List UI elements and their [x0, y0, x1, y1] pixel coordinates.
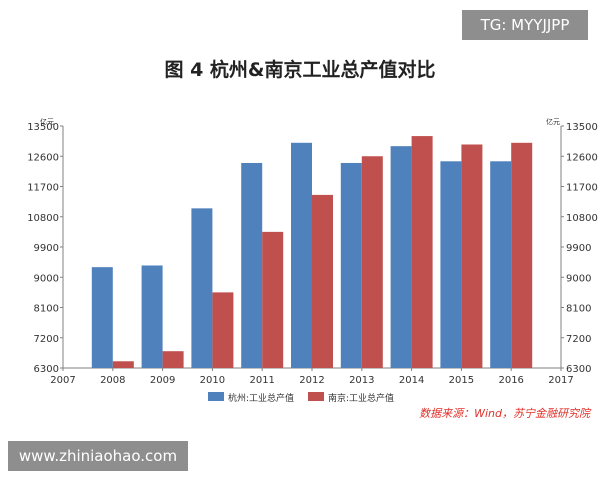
y-tick-label-left: 10800 — [27, 213, 59, 224]
chart-title: 图 4 杭州&南京工业总产值对比 — [164, 58, 435, 81]
y-tick-label-right: 6300 — [566, 364, 591, 375]
x-tick-label: 2011 — [249, 375, 274, 386]
y-tick-label-left: 9000 — [34, 273, 59, 284]
bar-nanjing — [262, 231, 284, 368]
y-tick-label-right: 7200 — [566, 334, 591, 345]
y-tick-label-left: 12600 — [27, 152, 59, 163]
bar-nanjing — [212, 292, 234, 368]
bar-hangzhou — [241, 162, 263, 368]
y-tick-label-right: 9000 — [566, 273, 591, 284]
y-tick-label-left: 7200 — [34, 334, 59, 345]
watermark-site: www.zhiniaohao.com — [8, 441, 188, 471]
bar-nanjing — [511, 142, 533, 368]
bar-hangzhou — [340, 162, 362, 368]
bar-hangzhou — [91, 267, 113, 368]
x-tick-label: 2012 — [299, 375, 324, 386]
legend-label-hangzhou: 杭州:工业总产值 — [228, 392, 294, 404]
right-axis-unit: 亿元 — [546, 117, 560, 126]
y-tick-label-left: 8100 — [34, 304, 59, 315]
bar-hangzhou — [291, 142, 312, 368]
x-tick-label: 2010 — [200, 375, 225, 386]
x-tick-label: 2007 — [50, 375, 75, 386]
bar-hangzhou — [141, 265, 163, 368]
bar-nanjing — [411, 136, 433, 368]
bar-hangzhou — [490, 161, 512, 368]
y-tick-label-right: 9900 — [566, 243, 591, 254]
x-tick-label: 2013 — [349, 375, 374, 386]
bar-nanjing — [461, 144, 483, 368]
x-tick-label: 2008 — [100, 375, 125, 386]
y-tick-label-right: 11700 — [566, 183, 598, 194]
y-tick-label-left: 13500 — [27, 122, 59, 133]
x-tick-label: 2015 — [449, 375, 474, 386]
bar-nanjing — [312, 194, 333, 368]
legend: 杭州:工业总产值 南京:工业总产值 — [208, 392, 394, 404]
source-note: 数据来源：Wind，苏宁金融研究院 — [419, 407, 592, 420]
bar-hangzhou — [191, 208, 213, 368]
y-tick-label-left: 9900 — [34, 243, 59, 254]
legend-swatch-hangzhou — [208, 392, 224, 401]
x-tick-label: 2009 — [150, 375, 175, 386]
legend-label-nanjing: 南京:工业总产值 — [328, 392, 394, 404]
bar-nanjing — [361, 156, 383, 368]
y-tick-label-left: 11700 — [27, 183, 59, 194]
left-axis-unit: 亿元 — [40, 117, 54, 126]
y-tick-label-right: 10800 — [566, 213, 598, 224]
y-tick-label-left: 6300 — [34, 364, 59, 375]
x-tick-label: 2014 — [399, 375, 424, 386]
x-tick-label: 2017 — [548, 375, 573, 386]
watermark-tag: TG: MYYJJPP — [462, 10, 588, 40]
bar-nanjing — [112, 361, 134, 368]
x-tick-label: 2016 — [498, 375, 523, 386]
y-tick-label-right: 8100 — [566, 304, 591, 315]
bars — [91, 136, 533, 368]
bar-nanjing — [162, 351, 184, 368]
y-tick-label-right: 12600 — [566, 152, 598, 163]
axes: 6300 6300 7200 7200 8100 8100 9000 9000 9900 9900… — [27, 122, 598, 386]
bar-hangzhou — [440, 161, 462, 368]
bar-hangzhou — [390, 146, 412, 368]
legend-swatch-nanjing — [308, 392, 324, 401]
y-tick-label-right: 13500 — [566, 122, 598, 133]
